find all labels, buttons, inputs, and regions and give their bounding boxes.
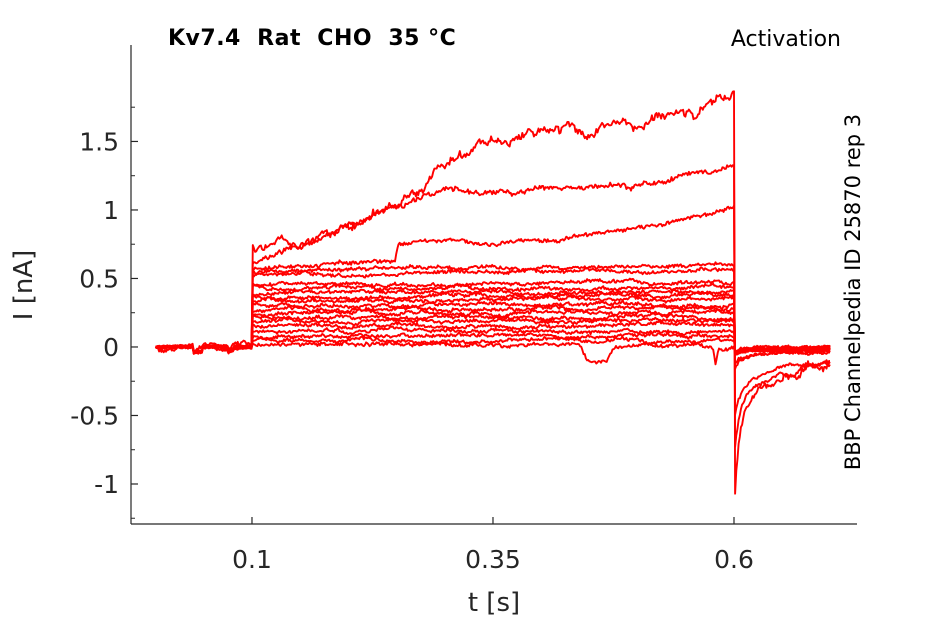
- protocol-label: Activation: [730, 27, 841, 52]
- chart-title: Kv7.4 Rat CHO 35 °C: [168, 26, 457, 51]
- current-trace-sweep-02: [154, 164, 831, 448]
- current-trace-sweep-03: [155, 204, 831, 416]
- current-trace-sweep-16: [155, 320, 831, 355]
- y-axis-label: I [nA]: [9, 249, 39, 321]
- x-tick-label: 0.6: [714, 545, 754, 574]
- x-axis-label: t [s]: [467, 588, 521, 618]
- current-trace-sweep-06: [155, 277, 831, 356]
- y-tick-label: 1: [103, 196, 119, 225]
- current-trace-sweep-08: [155, 288, 831, 356]
- current-trace-sweep-17: [155, 325, 831, 355]
- current-trace-sweep-01: [155, 90, 831, 495]
- source-annotation: BBP Channelpedia ID 25870 rep 3: [841, 113, 865, 471]
- y-tick-label: 0.5: [79, 264, 119, 293]
- y-tick-label: 0: [103, 333, 119, 362]
- y-tick-label: 1.5: [79, 127, 119, 156]
- current-trace-sweep-20: [155, 340, 831, 366]
- current-trace-sweep-04: [155, 261, 830, 370]
- current-trace-sweep-15: [155, 316, 831, 354]
- x-tick-label: 0.35: [465, 545, 521, 574]
- current-trace-sweep-11: [155, 300, 831, 354]
- current-trace-sweep-05: [155, 266, 831, 365]
- traces-group: [154, 90, 831, 495]
- y-tick-label: -1: [94, 470, 119, 499]
- current-trace-sweep-14: [155, 311, 831, 354]
- current-trace-sweep-07: [155, 282, 831, 356]
- current-trace-sweep-10: [154, 294, 831, 355]
- x-tick-label: 0.1: [232, 545, 272, 574]
- y-tick-label: -0.5: [70, 401, 119, 430]
- current-trace-sweep-13: [155, 308, 831, 355]
- current-trace-sweep-19: [155, 335, 831, 354]
